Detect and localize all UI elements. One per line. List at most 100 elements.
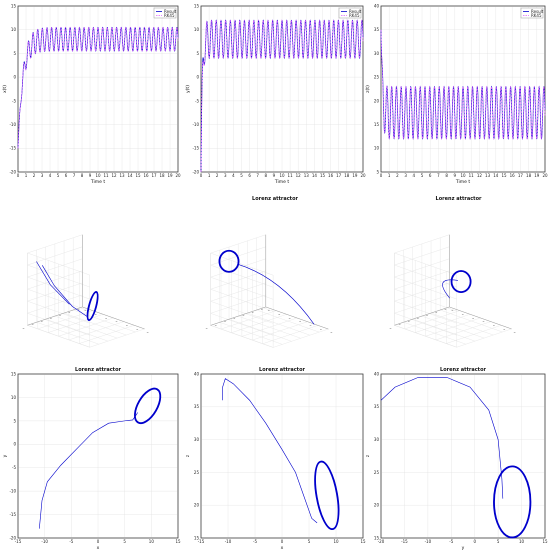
back-grid-line <box>394 252 457 276</box>
x-tick-label: 11 <box>469 173 475 178</box>
x-tick-label: 5 <box>308 539 311 544</box>
x-tick-label: 13 <box>119 173 125 178</box>
y-tick-label: – <box>68 310 70 315</box>
x-axis-label: y <box>462 546 465 551</box>
y-tick-label: -20 <box>9 169 16 174</box>
chart-title: Lorenz attractor <box>440 367 486 373</box>
x-tick-label: -15 <box>198 539 205 544</box>
x-tick-label: 12 <box>296 173 302 178</box>
x-tick-label: 6 <box>248 173 251 178</box>
panel-time-series-y: 0 1 2 3 4 5 6 7 8 9 10 11 12 13 14 15 16 17 18 19 20 -20 -15 -1… <box>183 0 367 190</box>
y-tick-label: -10 <box>9 122 16 127</box>
legend-label-result: Result <box>164 9 177 14</box>
y-tick-label: -20 <box>192 169 199 174</box>
y-tick-label: 10 <box>374 146 380 151</box>
x-tick-label: -15 <box>401 539 408 544</box>
x-tick-label: 20 <box>175 173 181 178</box>
x-tick-label: 19 <box>534 173 540 178</box>
x-tick-label: 8 <box>445 173 448 178</box>
x-tick-label: 6 <box>429 173 432 178</box>
y-tick-label: 40 <box>194 371 200 376</box>
x-tick-label: 15 <box>501 173 507 178</box>
x-tick-label: 7 <box>73 173 76 178</box>
x-tick-label: 0 <box>97 539 100 544</box>
y-tick-label: – <box>252 310 254 315</box>
y-tick-label: 5 <box>376 169 379 174</box>
x-tick-label: -5 <box>69 539 73 544</box>
y-tick-label: -15 <box>9 512 16 517</box>
x-tick-label: 10 <box>279 173 285 178</box>
x-tick-label: 4 <box>49 173 52 178</box>
y-tick-label: 10 <box>11 395 17 400</box>
x-tick-label: – <box>126 323 128 328</box>
x-tick-label: 10 <box>95 173 101 178</box>
x-tick-label: – <box>105 315 107 320</box>
x-tick-label: 15 <box>135 173 141 178</box>
y-tick-label: – <box>426 313 428 318</box>
plot-frame <box>200 5 364 173</box>
x-tick-label: 0 <box>17 173 20 178</box>
y-tick-label: 5 <box>13 51 16 56</box>
x-tick-label: 12 <box>111 173 117 178</box>
x-tick-label: 6 <box>65 173 68 178</box>
x-tick-label: – <box>278 312 280 317</box>
plot-frame <box>17 373 179 539</box>
x-tick-label: 10 <box>519 539 525 544</box>
limit-cycle-loop <box>494 466 531 538</box>
side-grid-line <box>394 234 450 254</box>
x-tick-label: – <box>289 315 291 320</box>
side-grid-line <box>27 234 83 254</box>
chart-title: Lorenz attractor <box>436 196 482 202</box>
x-tick-label: 2 <box>216 173 219 178</box>
x-tick-label: 19 <box>352 173 358 178</box>
y-tick-label: – <box>408 319 410 324</box>
y-tick-label: – <box>22 325 24 330</box>
y-tick-label: – <box>242 313 244 318</box>
y-tick-label: 0 <box>196 75 199 80</box>
y-tick-label: – <box>77 307 79 312</box>
y-tick-label: 10 <box>11 27 17 32</box>
y-tick-label: 15 <box>374 535 380 540</box>
chart-title: Lorenz attractor <box>252 196 298 202</box>
x-tick-label: 2 <box>396 173 399 178</box>
plot-frame <box>380 5 546 173</box>
x-tick-label: 3 <box>41 173 44 178</box>
y-tick-label: 40 <box>374 3 380 8</box>
x-tick-label: 9 <box>89 173 92 178</box>
axis-line <box>27 306 83 326</box>
y-tick-label: 5 <box>196 51 199 56</box>
y-axis-label: z(t) <box>365 85 371 93</box>
y-tick-label: -5 <box>12 98 16 103</box>
floor-grid-line <box>210 325 274 348</box>
x-tick-label: 5 <box>421 173 424 178</box>
x-tick-label: 4 <box>232 173 235 178</box>
x-tick-label: 1 <box>388 173 391 178</box>
x-tick-label: 17 <box>518 173 524 178</box>
floor-grid-line <box>273 328 329 348</box>
x-tick-label: -5 <box>253 539 257 544</box>
x-tick-label: 18 <box>526 173 532 178</box>
limit-cycle-loop <box>219 250 239 272</box>
panel-xz-projection: -15 -10 -5 0 5 10 15 15 20 25 30 35 40 x z Lorenz attra… <box>183 362 367 554</box>
y-tick-label: 35 <box>194 404 200 409</box>
x-axis-label: x <box>97 546 100 551</box>
x-tick-label: 20 <box>542 173 548 178</box>
y-tick-label: 30 <box>194 437 200 442</box>
x-tick-label: – <box>95 312 97 317</box>
plot-frame <box>17 5 179 173</box>
y-tick-label: 15 <box>374 122 380 127</box>
x-tick-label: – <box>268 308 270 313</box>
x-tick-label: 18 <box>159 173 165 178</box>
y-tick-label: – <box>59 313 61 318</box>
x-tick-label: 5 <box>123 539 126 544</box>
x-tick-label: – <box>310 323 312 328</box>
x-tick-label: 0 <box>473 539 476 544</box>
x-tick-label: – <box>493 323 495 328</box>
y-axis-label: y <box>3 454 8 457</box>
x-tick-label: 14 <box>127 173 133 178</box>
side-grid-line <box>394 246 450 266</box>
x-tick-label: -15 <box>15 539 22 544</box>
x-tick-label: 10 <box>149 539 155 544</box>
legend-box <box>520 7 544 19</box>
x-tick-label: -10 <box>225 539 232 544</box>
